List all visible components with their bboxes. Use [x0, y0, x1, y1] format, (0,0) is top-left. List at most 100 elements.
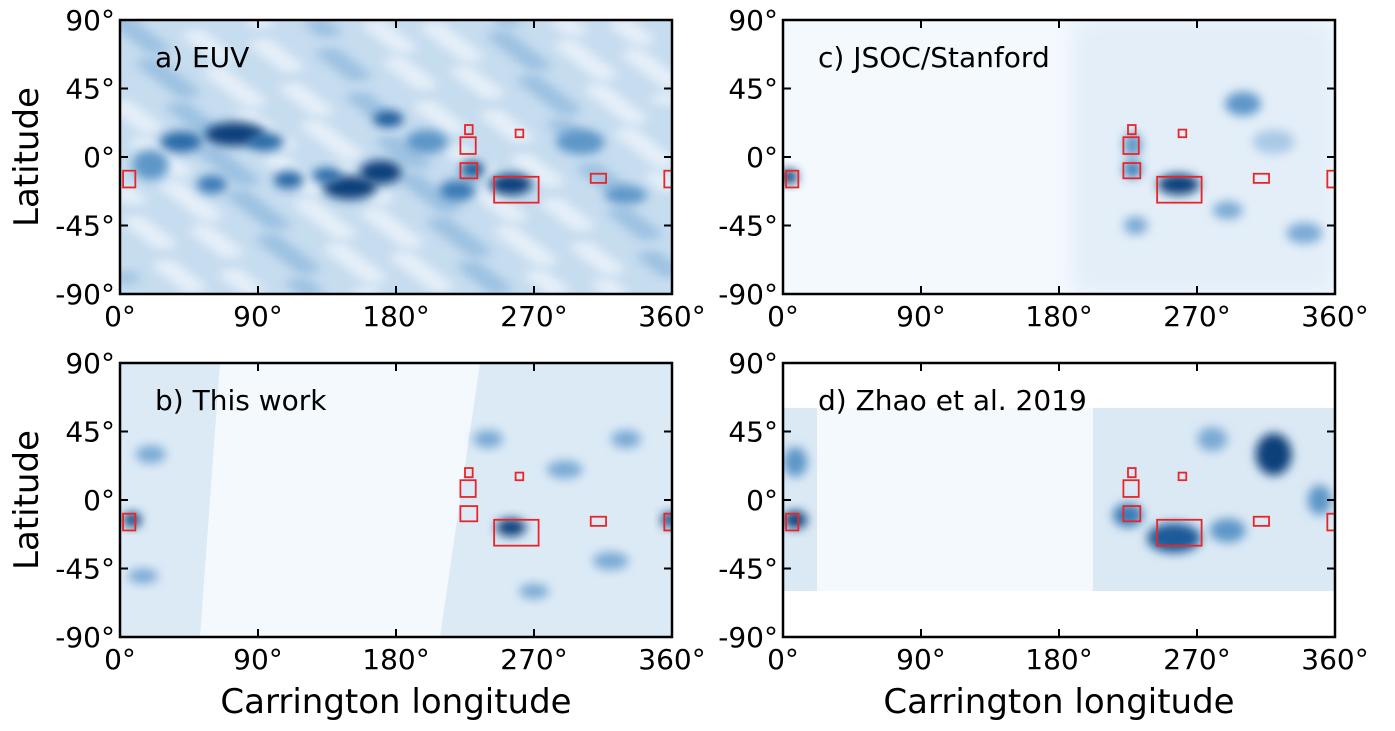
region-box	[1252, 172, 1270, 184]
region-box	[1127, 124, 1137, 136]
feature	[460, 160, 485, 179]
x-tick-label: 180°	[362, 300, 429, 333]
region-box	[1122, 162, 1142, 180]
panel-title: b) This work	[155, 384, 327, 417]
x-tick-label: 360°	[638, 300, 705, 333]
map-image	[120, 20, 672, 294]
y-tick-label: -45°	[718, 210, 778, 243]
texture	[560, 24, 588, 36]
texture	[403, 157, 431, 169]
region-box	[1122, 136, 1140, 155]
texture	[530, 254, 558, 266]
feature	[1307, 485, 1332, 515]
x-tick-label: 270°	[1163, 643, 1230, 676]
texture	[597, 263, 625, 275]
texture	[149, 237, 177, 249]
y-tick-label: -45°	[55, 210, 115, 243]
feature	[439, 179, 476, 201]
y-tick-label: -45°	[718, 553, 778, 586]
feature	[312, 167, 342, 183]
feature	[783, 510, 808, 529]
region-box	[122, 512, 137, 532]
feature	[519, 583, 549, 599]
texture	[653, 179, 672, 191]
x-tick-label: 270°	[500, 643, 567, 676]
map-image	[783, 363, 1335, 637]
panel: 0° 90° 180° 270° 360° -90° -45° 0° 45° 90° a) EUV L…	[7, 4, 706, 333]
feature	[1123, 160, 1142, 179]
texture	[389, 41, 417, 53]
panel-title: a) EUV	[155, 41, 249, 74]
feature	[490, 173, 532, 195]
x-tick-label: 90°	[233, 643, 283, 676]
feature	[323, 175, 377, 200]
x-tick-label: 90°	[896, 300, 946, 333]
texture	[620, 112, 648, 124]
feature	[160, 131, 203, 153]
feature	[1209, 518, 1246, 543]
panel: 0° 90° 180° 270° 360° -90° -45° 0° 45° 90° b) This…	[7, 347, 706, 722]
texture	[299, 183, 327, 195]
y-tick-label: 0°	[746, 484, 778, 517]
region-box	[514, 471, 525, 482]
region-box	[464, 124, 474, 136]
region-box	[1156, 518, 1203, 547]
region-box	[459, 162, 479, 180]
region-box	[1122, 505, 1142, 523]
texture	[537, 175, 565, 187]
y-axis-label: Latitude	[7, 87, 47, 227]
region-box	[1122, 479, 1140, 498]
texture	[295, 285, 323, 294]
region-box	[459, 136, 477, 155]
feature	[135, 445, 166, 464]
region-box	[1326, 169, 1335, 189]
y-tick-label: 90°	[728, 347, 778, 380]
texture	[651, 93, 672, 105]
texture	[396, 236, 424, 248]
texture	[306, 104, 334, 116]
texture	[366, 192, 394, 204]
texture	[120, 272, 140, 284]
map-image	[120, 363, 672, 637]
region-box	[493, 175, 540, 204]
texture	[353, 287, 381, 294]
texture	[336, 148, 364, 160]
texture	[456, 50, 484, 62]
y-tick-label: -45°	[55, 553, 115, 586]
y-tick-label: 0°	[746, 141, 778, 174]
x-tick-label: 360°	[1301, 300, 1368, 333]
y-tick-label: -90°	[718, 278, 778, 311]
y-tick-label: -90°	[718, 621, 778, 654]
texture	[313, 25, 341, 37]
x-tick-label: 0°	[767, 643, 799, 676]
texture	[343, 69, 371, 81]
texture	[179, 281, 207, 293]
texture	[276, 60, 304, 72]
feature	[1147, 523, 1201, 554]
feature	[197, 175, 227, 194]
y-tick-label: 90°	[65, 347, 115, 380]
region-box	[1177, 128, 1188, 139]
region-box	[459, 505, 479, 523]
no-coverage	[200, 363, 480, 637]
feature	[496, 518, 526, 537]
texture	[484, 282, 512, 294]
y-axis-label: Latitude	[7, 430, 47, 570]
texture	[135, 121, 163, 133]
panel-title: d) Zhao et al. 2019	[818, 384, 1087, 417]
y-tick-label: 45°	[65, 416, 115, 449]
region-box	[1326, 512, 1335, 532]
texture	[463, 245, 491, 257]
x-tick-label: 90°	[896, 643, 946, 676]
texture	[493, 20, 521, 27]
feature	[1255, 433, 1292, 476]
texture	[655, 265, 672, 277]
feature	[132, 149, 169, 180]
texture	[433, 201, 461, 213]
region-box	[514, 128, 525, 139]
x-tick-label: 270°	[500, 300, 567, 333]
x-axis-label: Carrington longitude	[883, 682, 1234, 722]
texture	[329, 227, 357, 239]
region-box	[1127, 467, 1137, 479]
